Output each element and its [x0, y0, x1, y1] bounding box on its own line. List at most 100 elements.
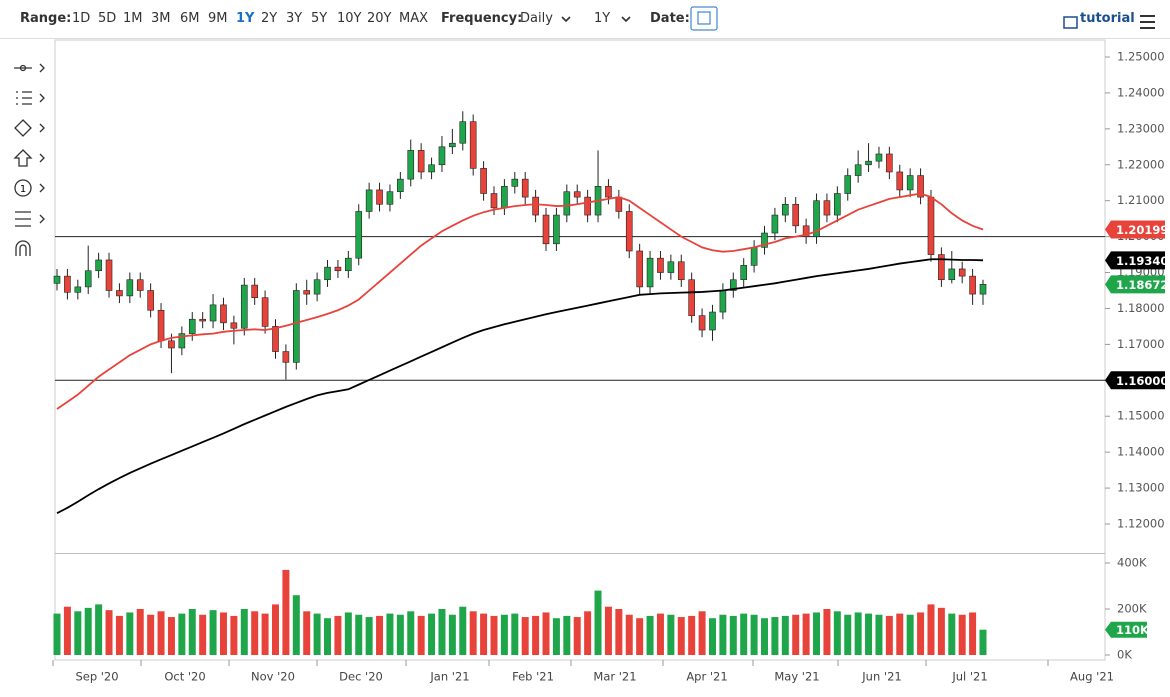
y-tick-label: 1.17000: [1117, 337, 1165, 351]
candle-body: [240, 284, 248, 329]
volume-bar: [95, 604, 103, 655]
range-button[interactable]: 3Y: [286, 11, 303, 26]
moving-average: [56, 258, 984, 515]
candle-body: [168, 340, 175, 349]
volume-tick-label: 200K: [1117, 602, 1147, 616]
volume-bar: [656, 613, 664, 655]
range-button[interactable]: 3M: [151, 11, 171, 26]
volume-bar: [917, 612, 925, 655]
dropdown-arrow: [561, 16, 571, 23]
volume-bar: [344, 612, 352, 655]
candle-body: [345, 257, 352, 272]
frequency-select[interactable]: Daily: [520, 11, 553, 26]
x-tick-label: Jul '21: [951, 670, 987, 684]
volume-bar: [303, 611, 311, 655]
ma-price-tag-box: [1105, 251, 1165, 270]
volume-bar: [729, 615, 737, 655]
ma-price-tag-box: [1105, 220, 1165, 239]
candle-body: [969, 275, 976, 295]
volume-bar: [376, 615, 384, 655]
range-button[interactable]: 6M: [180, 11, 200, 26]
volume-bar: [292, 595, 300, 655]
volume-bar: [386, 613, 394, 655]
range-button[interactable]: 1M: [123, 11, 143, 26]
y-tick-label: 1.13000: [1117, 481, 1165, 495]
candle-body: [719, 290, 727, 313]
candle-body: [282, 351, 290, 363]
volume-bar: [708, 618, 716, 655]
volume-bar: [74, 611, 82, 655]
candle-body: [896, 171, 904, 191]
volume-bar: [271, 604, 279, 655]
volume-bar: [740, 613, 748, 655]
volume-bar: [480, 613, 488, 655]
last-price-tag: 1.18672: [1105, 275, 1168, 294]
candle-body: [553, 214, 560, 245]
volume-bar: [511, 613, 519, 655]
volume-bar: [584, 611, 592, 655]
drawing-tools[interactable]: [13, 63, 45, 256]
candle-body: [74, 286, 82, 293]
range-button[interactable]: 10Y: [337, 11, 362, 26]
volume-bar: [209, 610, 217, 655]
candle-body: [834, 193, 841, 216]
volume-bar: [240, 609, 248, 655]
volume-bar: [906, 614, 914, 655]
volume-bar: [251, 611, 259, 655]
candle-body: [261, 297, 269, 327]
volume-bar: [563, 615, 571, 655]
volume-bar: [126, 612, 134, 655]
range-button[interactable]: 1Y: [236, 11, 255, 26]
volume-bar: [334, 615, 342, 655]
candle-body: [813, 200, 820, 237]
candle-body: [459, 121, 467, 144]
range-button[interactable]: 9M: [208, 11, 228, 26]
volume-bar: [750, 614, 758, 655]
volume-bar: [677, 617, 685, 655]
range-button[interactable]: 2Y: [261, 11, 278, 26]
volume-bar: [428, 613, 436, 655]
candle-body: [854, 164, 862, 176]
tutorial-icon: [1063, 16, 1078, 29]
range-button[interactable]: 5D: [98, 11, 117, 26]
range-label: Range:: [20, 11, 72, 26]
candle-body: [220, 304, 227, 324]
candle-body: [688, 279, 695, 316]
range-button[interactable]: MAX: [399, 11, 429, 26]
candle-body: [417, 150, 425, 173]
dropdown-arrow: [621, 16, 631, 23]
volume-bar: [469, 611, 477, 655]
volume-bar: [532, 615, 540, 655]
candle-body: [584, 196, 591, 216]
volume-bar: [448, 614, 456, 655]
candle-body: [251, 284, 258, 298]
x-tick-label: Aug '21: [1070, 670, 1114, 684]
tutorial-link[interactable]: tutorial: [1080, 11, 1135, 26]
candle-body: [438, 146, 446, 166]
range-button[interactable]: 5Y: [311, 11, 328, 26]
toolbar: Range: 1D 5D 1M 3M 6M 9M 1Y 2Y 3Y 5Y 10Y 20Y MAX Frequ…: [0, 0, 1170, 38]
volume-bar: [792, 614, 800, 655]
candle-body: [532, 196, 539, 216]
volume-bar: [282, 569, 290, 655]
range-button[interactable]: 1D: [72, 11, 91, 26]
candle-body: [761, 232, 768, 248]
volume-bar: [490, 615, 498, 655]
volume-bar: [594, 590, 602, 655]
candle-body: [449, 142, 456, 148]
range-button[interactable]: 20Y: [367, 11, 392, 26]
candle-body: [906, 175, 914, 191]
volume-bar: [438, 609, 446, 655]
candle-body: [938, 254, 945, 281]
plot-frame: [54, 39, 1106, 661]
period-select[interactable]: 1Y: [594, 11, 611, 26]
volume-bar: [365, 617, 373, 655]
volume-bar: [313, 613, 321, 655]
candle-body: [979, 284, 987, 295]
candle-body: [573, 191, 581, 198]
volume-bar: [667, 614, 675, 655]
volume-bar: [355, 614, 363, 655]
volume-tag-box: [1105, 621, 1147, 638]
volume-bar: [875, 614, 883, 655]
